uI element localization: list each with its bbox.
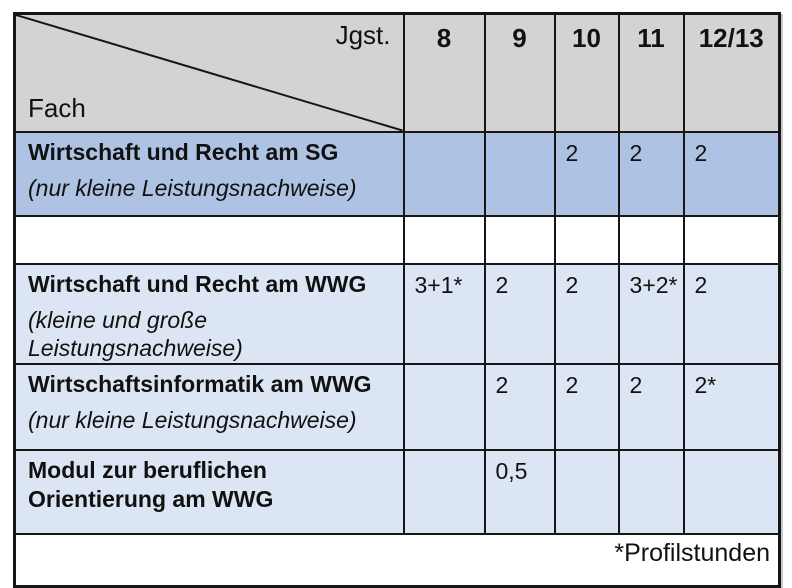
subject-note: (nur kleine Leistungsnachweise) [28,175,357,202]
value-cell [682,214,781,265]
corner-label-fach: Fach [28,92,86,123]
subject-cell: Wirtschaft und Recht am WWG (kleine und … [13,262,405,365]
subject-cell: Wirtschaft und Recht am SG (nur kleine L… [13,130,405,217]
corner-header-cell: Jgst. Fach [13,12,405,133]
value-cell: 2 [553,362,620,451]
col-header-9: 9 [483,12,556,133]
value-cell: 2 [553,262,620,365]
value-cell: 2 [617,362,685,451]
value-cell [402,448,486,535]
value-cell [402,130,486,217]
subject-hours-table: Jgst. Fach 8 9 10 11 12/13 Wirtschaft un… [13,12,781,588]
table-row-wirtschaft-recht-sg: Wirtschaft und Recht am SG (nur kleine L… [13,130,781,217]
value-cell [483,130,556,217]
table-row-wirtschaftsinformatik-wwg: Wirtschaftsinformatik am WWG (nur kleine… [13,362,781,451]
value-cell [617,214,685,265]
col-header-12-13: 12/13 [682,12,781,133]
subject-cell: Wirtschaftsinformatik am WWG (nur kleine… [13,362,405,451]
value-cell: 3+1* [402,262,486,365]
subject-name: Wirtschaft und Recht am WWG [28,270,367,297]
diagonal-divider-line [16,15,403,131]
value-cell [483,214,556,265]
value-cell: 2 [483,262,556,365]
value-cell [553,448,620,535]
footnote-row: *Profilstunden [13,532,781,588]
value-cell: 2 [682,130,781,217]
value-cell: 0,5 [483,448,556,535]
value-cell [617,448,685,535]
subject-name: Wirtschaft und Recht am SG [28,138,339,165]
value-cell [553,214,620,265]
subject-note: (nur kleine Leistungsnachweise) [28,407,357,434]
table-row-modul-berufliche-orientierung: Modul zur beruflichen Orientierung am WW… [13,448,781,535]
col-header-8: 8 [402,12,486,133]
footnote-text: *Profilstunden [13,532,781,588]
value-cell: 2 [682,262,781,365]
col-header-11: 11 [617,12,685,133]
subject-name: Wirtschaftsinformatik am WWG [28,370,372,397]
corner-label-jgst: Jgst. [335,20,391,50]
value-cell: 2 [617,130,685,217]
subject-cell [13,214,405,265]
subject-name: Modul zur beruflichen Orientierung am WW… [28,456,274,513]
value-cell [682,448,781,535]
col-header-10: 10 [553,12,620,133]
table-row-wirtschaft-recht-wwg: Wirtschaft und Recht am WWG (kleine und … [13,262,781,365]
header-row: Jgst. Fach 8 9 10 11 12/13 [13,12,781,133]
value-cell [402,362,486,451]
value-cell: 2 [553,130,620,217]
value-cell: 3+2* [617,262,685,365]
subject-note: (kleine und große Leistungsnachweise) [28,307,243,361]
value-cell [402,214,486,265]
value-cell: 2* [682,362,781,451]
table-row-spacer [13,214,781,265]
value-cell: 2 [483,362,556,451]
subject-cell: Modul zur beruflichen Orientierung am WW… [13,448,405,535]
